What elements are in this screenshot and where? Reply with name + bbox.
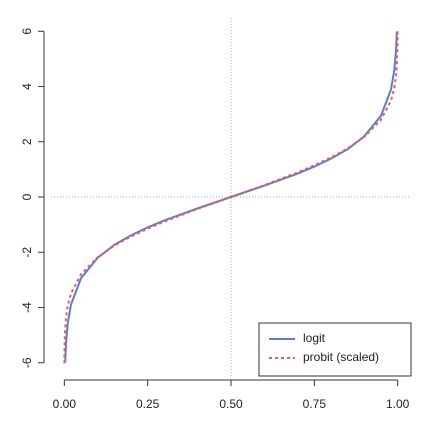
series-line bbox=[64, 31, 398, 363]
y-tick-label: 2 bbox=[20, 138, 34, 145]
y-tick-label: 4 bbox=[20, 83, 34, 90]
y-tick-label: -6 bbox=[20, 357, 34, 368]
x-tick-label: 0.50 bbox=[219, 397, 243, 411]
y-tick-label: 0 bbox=[20, 193, 34, 200]
y-tick-label: -4 bbox=[20, 302, 34, 313]
legend-label: probit (scaled) bbox=[303, 350, 379, 364]
legend-box bbox=[258, 322, 412, 377]
x-tick-label: 0.75 bbox=[303, 397, 327, 411]
legend-label: logit bbox=[303, 331, 326, 345]
y-tick-label: -2 bbox=[20, 247, 34, 258]
x-tick-label: 0.00 bbox=[53, 397, 77, 411]
x-tick-label: 0.25 bbox=[136, 397, 160, 411]
y-tick-label: 6 bbox=[20, 28, 34, 35]
x-tick-label: 1.00 bbox=[386, 397, 410, 411]
